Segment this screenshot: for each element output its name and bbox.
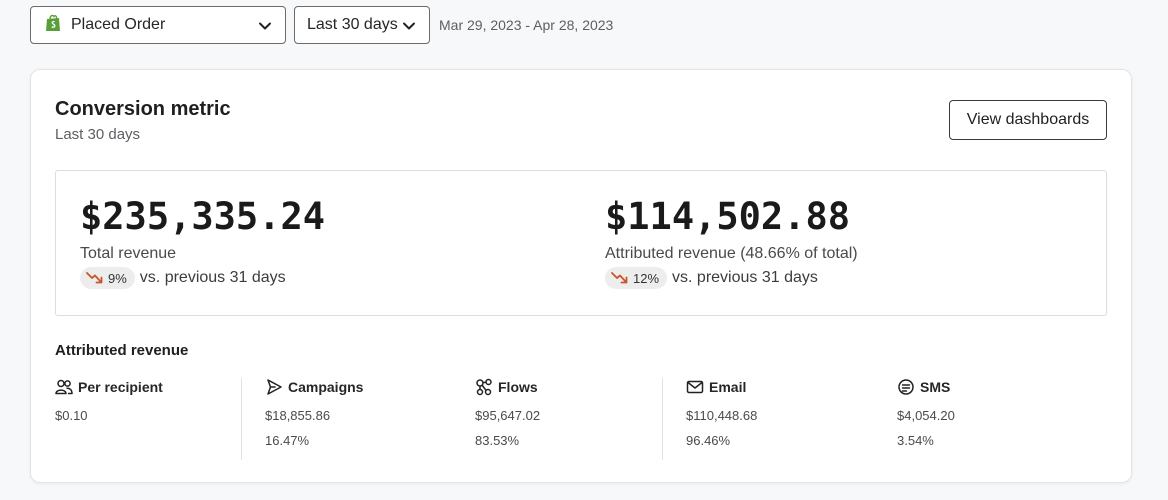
trend-down-icon [611,272,628,284]
comparison-text: vs. previous 31 days [139,269,286,286]
card-title: Conversion metric [55,98,231,120]
breakdown-label: Email [709,379,747,395]
shopify-bag-icon [45,14,61,37]
attributed-revenue-value: $114,502.88 [605,195,851,238]
breakdown-label: SMS [920,379,951,395]
attributed-revenue-title: Attributed revenue [55,342,189,359]
breakdown-header: Per recipient [55,378,163,396]
breakdown-percent: 96.46% [686,433,731,448]
breakdown-per-recipient: Per recipient $0.10 [55,378,163,460]
change-value: 12% [633,270,660,286]
column-divider [662,378,663,460]
total-revenue-comparison: 9% vs. previous 31 days [80,267,325,289]
breakdown-label: Per recipient [78,379,163,395]
breakdown-value: $110,448.68 [686,408,758,423]
revenue-summary: $235,335.24 Total revenue 9% vs. previou… [55,170,1107,316]
breakdown-value: $18,855.86 [265,408,331,423]
breakdown-sms: SMS $4,054.20 3.54% [897,378,955,460]
breakdown-flows: Flows $95,647.02 83.53% [475,378,540,460]
people-icon [55,379,73,395]
breakdown-value: $4,054.20 [897,408,955,423]
metric-select[interactable]: Placed Order [30,6,286,44]
attributed-revenue-label: Attributed revenue (48.66% of total) [605,245,858,262]
breakdown-value: $95,647.02 [475,408,541,423]
trend-down-icon [86,272,103,284]
flow-icon [476,378,492,396]
toolbar: Placed Order Last 30 days Mar 29, 2023 -… [30,6,613,44]
date-range-select[interactable]: Last 30 days [294,6,430,44]
breakdown-percent: 3.54% [897,433,934,448]
breakdown-header: Flows [475,378,540,396]
card-subtitle: Last 30 days [55,126,141,143]
change-value: 9% [108,270,127,286]
conversion-metric-card: Conversion metric Last 30 days View dash… [30,69,1132,483]
breakdown-header: SMS [897,378,955,396]
date-range-select-label: Last 30 days [307,16,398,33]
breakdown-label: Flows [498,379,538,395]
chevron-down-icon [403,22,415,30]
send-icon [267,379,282,395]
change-badge: 12% [605,267,668,289]
total-revenue-label: Total revenue [80,245,177,262]
total-revenue-stat: $235,335.24 Total revenue 9% vs. previou… [80,195,325,289]
breakdown-value: $0.10 [55,408,88,423]
attributed-revenue-comparison: 12% vs. previous 31 days [605,267,858,289]
breakdown-percent: 83.53% [475,433,520,448]
breakdown-header: Email [686,378,757,396]
view-dashboards-button[interactable]: View dashboards [949,100,1107,140]
date-range-text: Mar 29, 2023 - Apr 28, 2023 [439,17,614,33]
breakdown-campaigns: Campaigns $18,855.86 16.47% [265,378,363,460]
breakdown-label: Campaigns [288,379,364,395]
column-divider [241,378,242,460]
comparison-text: vs. previous 31 days [672,269,818,286]
breakdown-percent: 16.47% [265,433,310,448]
metric-select-label: Placed Order [71,16,166,33]
email-icon [686,380,704,394]
change-badge: 9% [80,267,135,289]
breakdown-email: Email $110,448.68 96.46% [686,378,757,460]
attributed-revenue-stat: $114,502.88 Attributed revenue (48.66% o… [605,195,858,289]
attributed-revenue-breakdown: Per recipient $0.10 Campaigns $18,855.86… [55,378,1107,460]
total-revenue-value: $235,335.24 [80,195,326,238]
chevron-down-icon [259,22,271,30]
sms-icon [898,379,914,395]
breakdown-header: Campaigns [265,378,363,396]
